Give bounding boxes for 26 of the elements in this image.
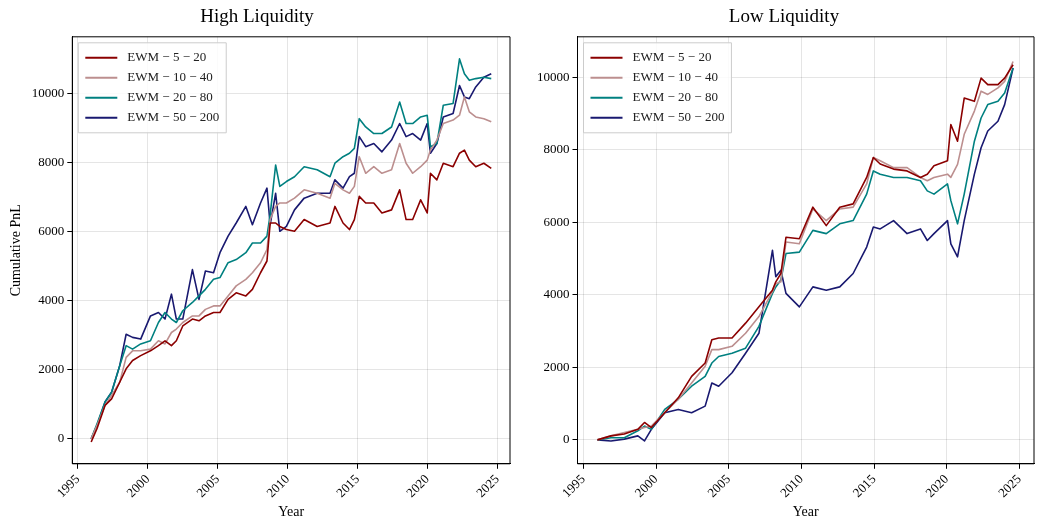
legend-label: EWM − 20 − 80 [632,89,718,105]
y-tick-label: 10000 [31,84,65,100]
legend-label: EWM − 10 − 40 [632,69,718,85]
y-tick-label: 4000 [38,292,65,308]
y-tick-label: 0 [57,430,65,446]
x-axis-title: Year [278,504,305,520]
legend-label: EWM − 5 − 20 [632,49,712,65]
y-axis-title: Cumulative PnL [8,204,24,297]
y-tick-label: 6000 [543,213,570,229]
y-tick-label: 8000 [38,153,65,169]
legend-label: EWM − 10 − 40 [127,69,213,85]
legend-label: EWM − 20 − 80 [127,89,213,105]
legend-label: EWM − 50 − 200 [127,109,220,125]
chart-title: Low Liquidity [728,5,840,27]
y-tick-label: 10000 [537,68,570,84]
x-tick-label: 1995 [558,471,588,501]
y-tick-label: 6000 [38,223,65,239]
chart-title: High Liquidity [200,5,315,27]
y-tick-label: 2000 [543,358,570,374]
y-tick-label: 0 [563,431,570,447]
legend-label: EWM − 50 − 200 [632,109,725,125]
y-tick-label: 4000 [543,286,570,302]
y-tick-label: 8000 [543,141,570,157]
y-tick-label: 2000 [38,361,65,377]
legend-label: EWM − 5 − 20 [127,49,207,65]
x-axis-title: Year [792,504,819,520]
